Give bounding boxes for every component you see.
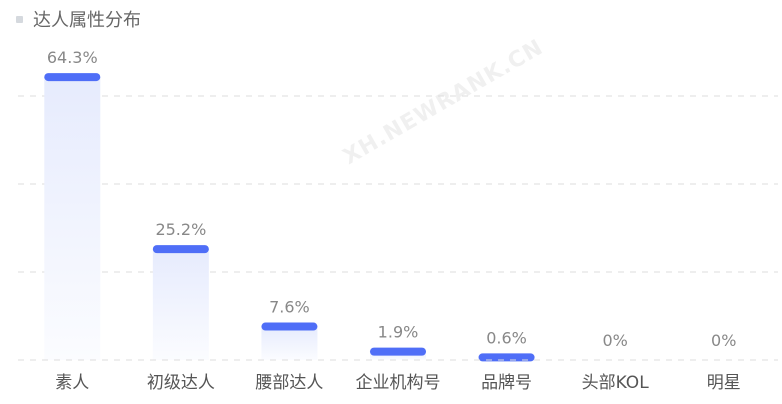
data-label: 0% xyxy=(711,331,736,350)
bar xyxy=(261,326,318,360)
x-tick-label: 头部KOL xyxy=(582,373,650,393)
chart-title: 达人属性分布 xyxy=(33,10,141,31)
data-label: 7.6% xyxy=(269,298,310,317)
bar-cap xyxy=(370,347,426,356)
x-tick-label: 企业机构号 xyxy=(356,373,441,393)
bar xyxy=(152,249,209,360)
bar-cap xyxy=(152,245,209,254)
x-tick-label: 品牌号 xyxy=(481,373,532,393)
title-bullet-icon xyxy=(16,15,23,23)
x-tick-label: 素人 xyxy=(55,373,89,393)
bar-cap xyxy=(261,322,318,331)
chart-title-wrap: 达人属性分布 xyxy=(16,6,141,32)
data-label: 1.9% xyxy=(378,323,419,342)
bar-cap xyxy=(44,73,101,82)
x-tick-label: 明星 xyxy=(707,373,741,393)
x-tick-label: 腰部达人 xyxy=(255,373,323,393)
data-label: 0.6% xyxy=(486,328,527,347)
bar xyxy=(44,77,101,360)
data-label: 25.2% xyxy=(155,220,206,239)
bar xyxy=(370,351,426,360)
data-label: 64.3% xyxy=(47,48,98,67)
bar-cap xyxy=(478,353,535,362)
x-tick-label: 初级达人 xyxy=(147,373,215,393)
data-label: 0% xyxy=(602,331,627,350)
